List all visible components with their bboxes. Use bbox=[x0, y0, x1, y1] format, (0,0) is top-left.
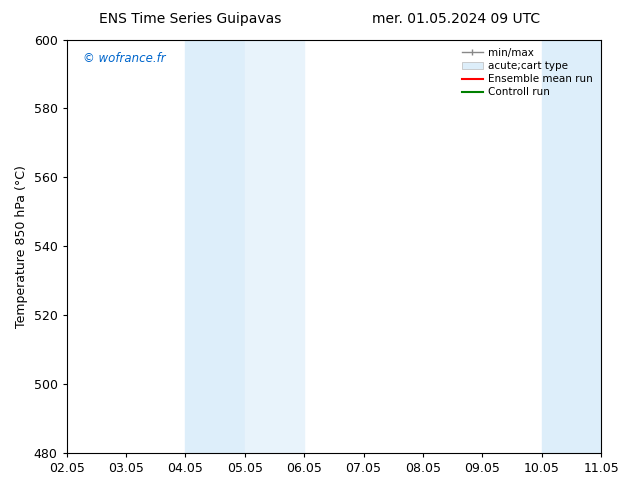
Bar bbox=[245, 40, 304, 453]
Bar bbox=[541, 40, 601, 453]
Legend: min/max, acute;cart type, Ensemble mean run, Controll run: min/max, acute;cart type, Ensemble mean … bbox=[459, 45, 596, 100]
Text: © wofrance.fr: © wofrance.fr bbox=[82, 52, 165, 65]
Y-axis label: Temperature 850 hPa (°C): Temperature 850 hPa (°C) bbox=[15, 165, 28, 328]
Text: ENS Time Series Guipavas: ENS Time Series Guipavas bbox=[99, 12, 281, 26]
Bar bbox=[185, 40, 245, 453]
Text: mer. 01.05.2024 09 UTC: mer. 01.05.2024 09 UTC bbox=[372, 12, 541, 26]
